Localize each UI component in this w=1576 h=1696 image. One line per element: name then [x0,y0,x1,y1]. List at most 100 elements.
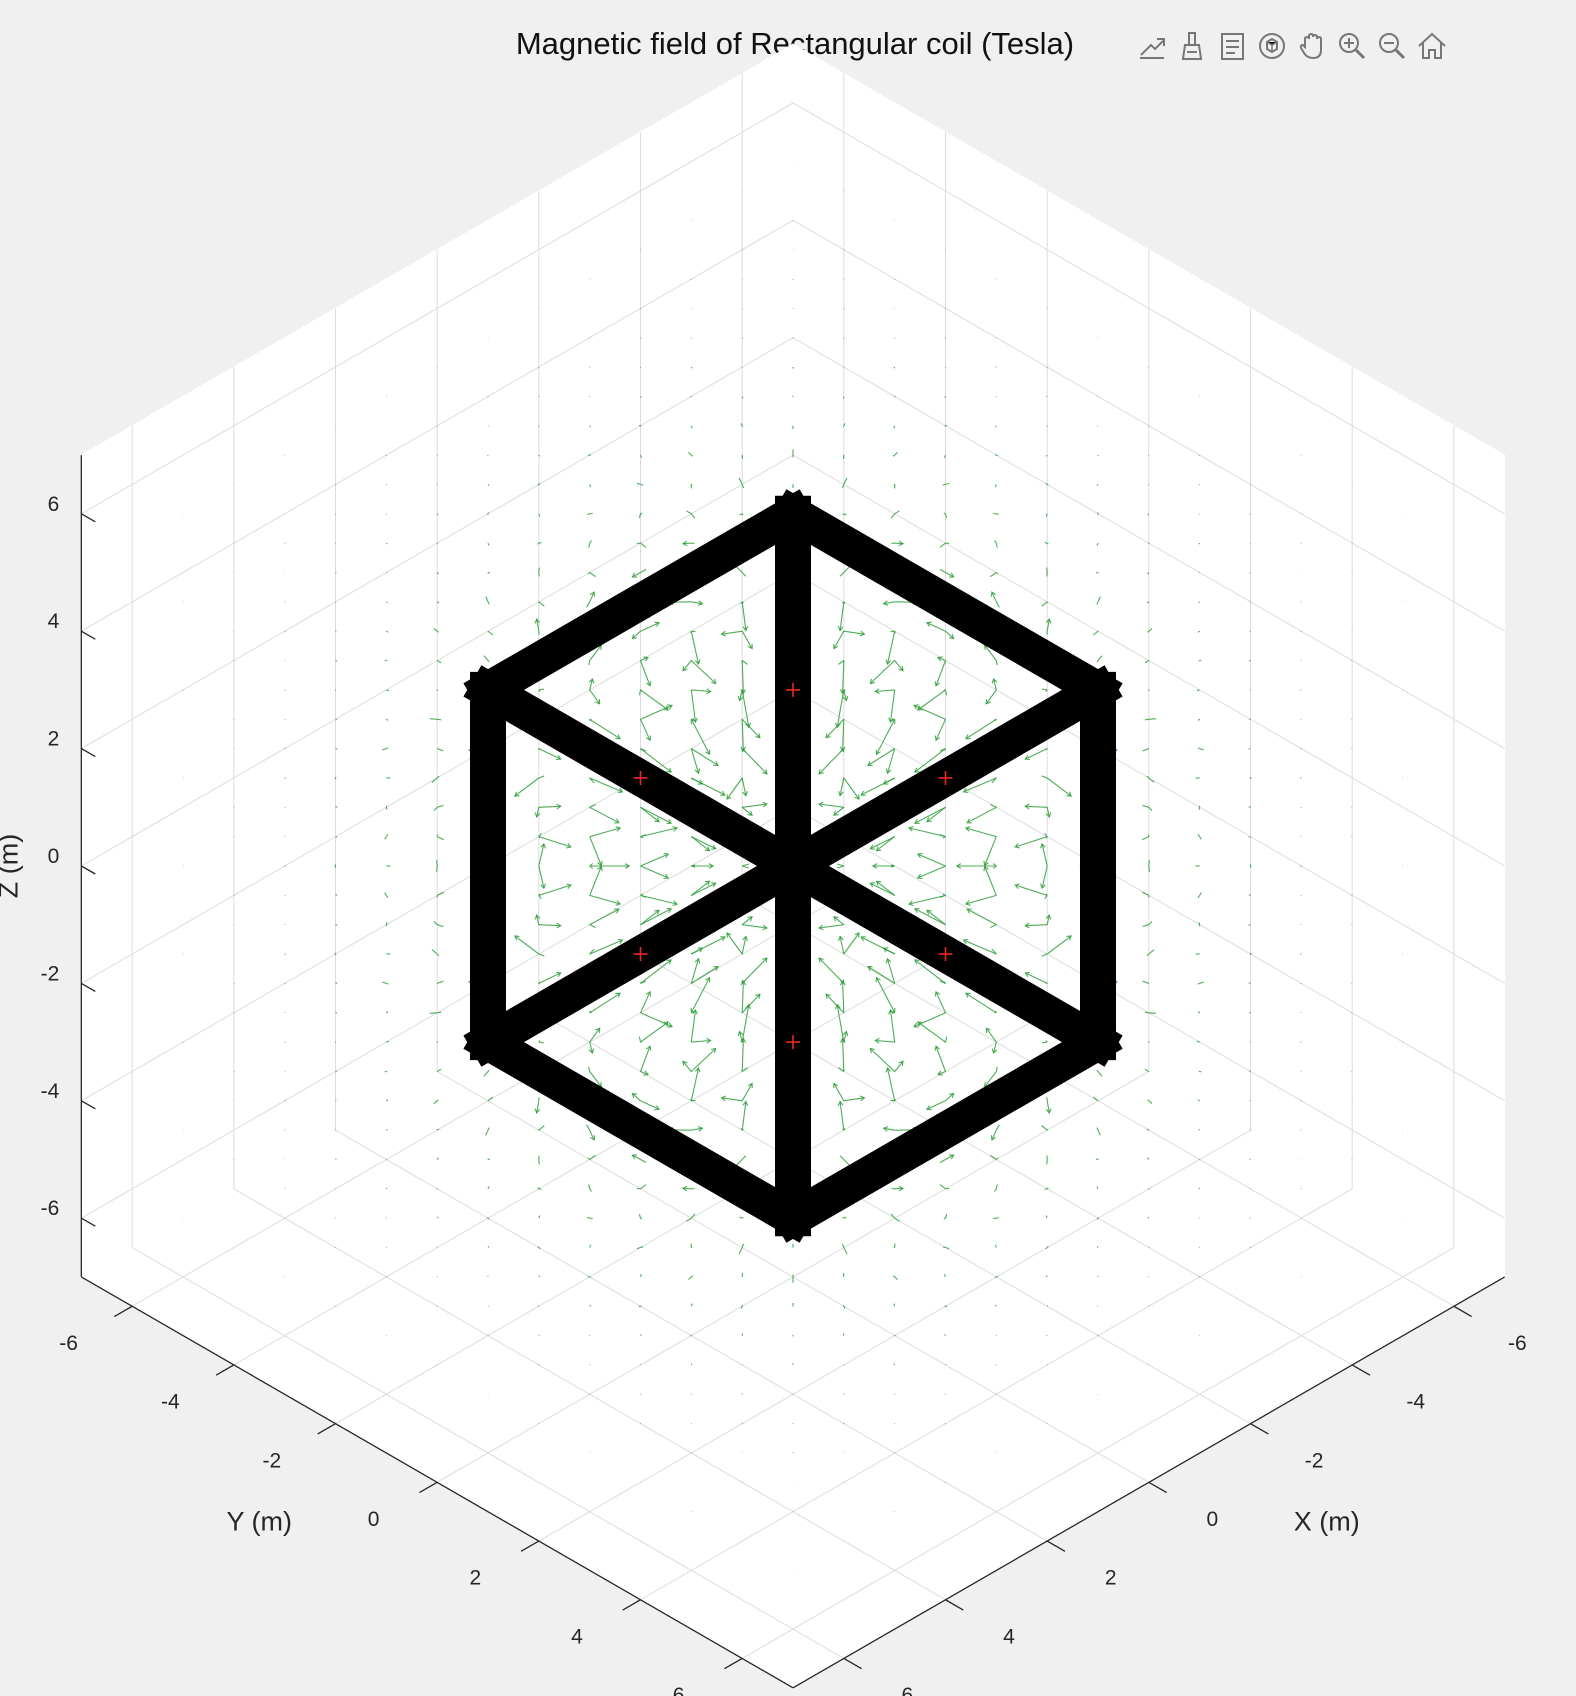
field-vector [690,454,694,457]
brush-icon[interactable] [1174,26,1210,66]
field-vector [833,806,845,816]
field-vector [385,542,388,545]
field-vector [1146,775,1150,779]
field-vector [538,1247,541,1250]
field-vector-head [747,1082,753,1089]
field-vector [1248,836,1251,838]
zoom-out-icon[interactable] [1374,26,1410,66]
field-vector-head [818,957,824,963]
field-vector [1041,865,1048,889]
field-vector [538,513,541,517]
field-vector [944,1036,948,1043]
y-tick-label: -4 [161,1391,180,1414]
field-vector-head [839,746,846,752]
field-vector-head [837,1100,844,1107]
field-vector-head [1066,791,1072,797]
field-vector [833,916,845,926]
field-vector [1046,935,1072,955]
field-vector [1092,1096,1099,1102]
field-vector [589,1129,595,1141]
field-vector [682,660,692,672]
home-icon[interactable] [1414,26,1450,66]
field-vector [690,836,710,852]
field-vector [1041,775,1048,779]
field-vector [1015,884,1048,896]
field-vector [741,777,747,796]
field-vector [335,1070,338,1073]
field-vector [836,1004,845,1043]
field-vector [893,1363,896,1366]
field-vector [688,451,692,456]
rotate-3d-icon[interactable] [1254,26,1290,66]
field-vector-head [833,643,839,650]
field-vector [1249,776,1251,779]
field-vector-head [667,704,673,710]
field-vector-head [643,656,649,662]
field-vector [993,540,997,544]
field-vector [690,366,693,369]
field-vector [883,947,895,955]
field-vector [1045,513,1048,517]
field-vector [894,1187,904,1190]
field-vector [1044,542,1048,544]
zoom-in-icon[interactable] [1334,26,1370,66]
x-tick-label: 6 [902,1684,914,1696]
field-vector [894,631,896,634]
field-vector [335,1217,337,1219]
field-vector-head [874,1037,880,1044]
field-vector [1025,805,1048,808]
field-vector [1096,1217,1099,1220]
field-vector [876,719,896,755]
field-vector [639,1274,643,1278]
pan-icon[interactable] [1294,26,1330,66]
field-vector [843,423,846,427]
field-vector [944,396,946,398]
z-tick [80,513,96,523]
field-vector-head [555,754,562,761]
field-vector-head [983,865,989,872]
field-vector [640,689,669,711]
field-vector [839,1101,845,1131]
field-vector-head [839,980,846,986]
y-tick [215,1364,235,1376]
field-vector [944,1213,948,1219]
field-vector [284,895,286,897]
field-vector [1046,619,1050,632]
field-vector-head [534,914,541,920]
field-vector-head [966,908,972,914]
y-tick [622,1599,641,1611]
field-vector [691,864,696,867]
data-tips-icon[interactable] [1214,26,1250,66]
field-vector [690,1275,694,1278]
x-tick-label: -2 [1305,1449,1324,1472]
field-vector [690,1213,696,1219]
field-vector [436,1216,439,1219]
field-vector-head [837,625,844,632]
field-vector-head [818,801,824,808]
field-vector [741,748,768,775]
field-vector [436,891,445,896]
field-vector [538,542,542,544]
field-vector [691,748,719,766]
field-vector-head [666,959,672,965]
field-vector [1249,1158,1251,1160]
field-vector [837,865,844,869]
field-vector-head [867,966,873,971]
field-vector [487,484,490,487]
field-vectors [182,161,1404,1571]
field-vector [640,396,642,398]
field-vector-head [713,761,719,766]
export-icon[interactable] [1134,26,1170,66]
z-tick [80,748,96,758]
field-vector-head [588,1048,595,1055]
field-vector [965,827,997,838]
field-vector [1045,482,1048,485]
field-vector-head [1024,971,1031,978]
field-vector-head [990,591,997,597]
field-vector [1025,748,1048,760]
field-vector [1147,513,1150,516]
field-vector [384,892,387,896]
field-vector [945,1093,954,1102]
field-vector [538,805,561,808]
